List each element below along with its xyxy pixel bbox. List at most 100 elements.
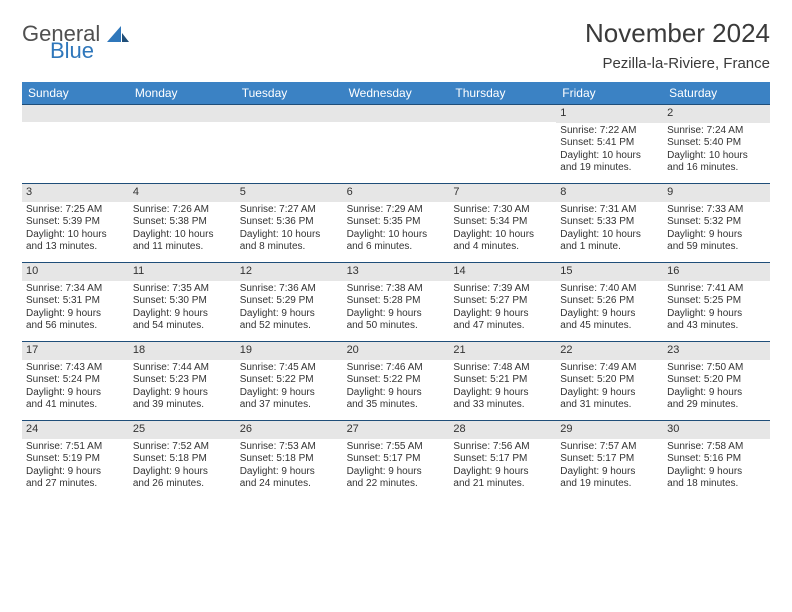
day-body: Sunrise: 7:34 AMSunset: 5:31 PMDaylight:… <box>22 281 129 337</box>
day-text-line: Sunset: 5:18 PM <box>133 453 232 466</box>
day-body: Sunrise: 7:56 AMSunset: 5:17 PMDaylight:… <box>449 439 556 495</box>
day-body: Sunrise: 7:49 AMSunset: 5:20 PMDaylight:… <box>556 360 663 416</box>
day-cell: 5Sunrise: 7:27 AMSunset: 5:36 PMDaylight… <box>236 184 343 262</box>
day-text-line: and 43 minutes. <box>667 320 766 333</box>
day-text-line: Sunrise: 7:39 AM <box>453 283 552 296</box>
day-number: 9 <box>663 184 770 202</box>
week-row: 10Sunrise: 7:34 AMSunset: 5:31 PMDayligh… <box>22 262 770 341</box>
day-number: 1 <box>556 105 663 123</box>
day-text-line: Sunset: 5:25 PM <box>667 295 766 308</box>
day-text-line: Daylight: 9 hours <box>453 387 552 400</box>
day-number: 14 <box>449 263 556 281</box>
day-text-line: Sunrise: 7:27 AM <box>240 204 339 217</box>
day-text-line: and 13 minutes. <box>26 241 125 254</box>
day-text-line: Sunrise: 7:40 AM <box>560 283 659 296</box>
week-row: 3Sunrise: 7:25 AMSunset: 5:39 PMDaylight… <box>22 183 770 262</box>
day-text-line: and 4 minutes. <box>453 241 552 254</box>
day-text-line: Sunset: 5:20 PM <box>667 374 766 387</box>
day-text-line: Sunrise: 7:34 AM <box>26 283 125 296</box>
day-text-line: Daylight: 9 hours <box>133 466 232 479</box>
day-number: 4 <box>129 184 236 202</box>
day-number: 18 <box>129 342 236 360</box>
day-number: 11 <box>129 263 236 281</box>
day-text-line: Daylight: 9 hours <box>667 466 766 479</box>
day-text-line: Sunrise: 7:41 AM <box>667 283 766 296</box>
day-cell: 15Sunrise: 7:40 AMSunset: 5:26 PMDayligh… <box>556 263 663 341</box>
day-body: Sunrise: 7:27 AMSunset: 5:36 PMDaylight:… <box>236 202 343 258</box>
dow-cell: Wednesday <box>343 82 450 104</box>
day-text-line: Daylight: 9 hours <box>240 308 339 321</box>
day-number: 25 <box>129 421 236 439</box>
day-text-line: Sunset: 5:19 PM <box>26 453 125 466</box>
day-number <box>449 105 556 122</box>
day-text-line: Sunrise: 7:33 AM <box>667 204 766 217</box>
day-text-line: Sunrise: 7:29 AM <box>347 204 446 217</box>
day-text-line: Sunset: 5:40 PM <box>667 137 766 150</box>
day-text-line: Sunrise: 7:26 AM <box>133 204 232 217</box>
day-number: 15 <box>556 263 663 281</box>
day-text-line: Sunset: 5:22 PM <box>240 374 339 387</box>
day-cell <box>129 105 236 183</box>
day-text-line: and 39 minutes. <box>133 399 232 412</box>
day-body: Sunrise: 7:24 AMSunset: 5:40 PMDaylight:… <box>663 123 770 179</box>
day-text-line: Sunset: 5:22 PM <box>347 374 446 387</box>
day-text-line: Daylight: 9 hours <box>560 387 659 400</box>
day-cell: 8Sunrise: 7:31 AMSunset: 5:33 PMDaylight… <box>556 184 663 262</box>
location-label: Pezilla-la-Riviere, France <box>585 55 770 72</box>
day-cell: 23Sunrise: 7:50 AMSunset: 5:20 PMDayligh… <box>663 342 770 420</box>
day-body: Sunrise: 7:50 AMSunset: 5:20 PMDaylight:… <box>663 360 770 416</box>
day-cell: 18Sunrise: 7:44 AMSunset: 5:23 PMDayligh… <box>129 342 236 420</box>
day-number: 10 <box>22 263 129 281</box>
day-body: Sunrise: 7:39 AMSunset: 5:27 PMDaylight:… <box>449 281 556 337</box>
day-cell: 25Sunrise: 7:52 AMSunset: 5:18 PMDayligh… <box>129 421 236 499</box>
day-text-line: Sunrise: 7:51 AM <box>26 441 125 454</box>
day-text-line: Daylight: 9 hours <box>560 308 659 321</box>
day-text-line: Daylight: 9 hours <box>26 387 125 400</box>
day-text-line: Sunset: 5:38 PM <box>133 216 232 229</box>
day-cell <box>236 105 343 183</box>
day-text-line: Daylight: 9 hours <box>667 229 766 242</box>
day-body: Sunrise: 7:46 AMSunset: 5:22 PMDaylight:… <box>343 360 450 416</box>
day-text-line: Sunrise: 7:22 AM <box>560 125 659 138</box>
day-text-line: and 52 minutes. <box>240 320 339 333</box>
day-text-line: Sunrise: 7:53 AM <box>240 441 339 454</box>
day-text-line: Sunrise: 7:31 AM <box>560 204 659 217</box>
day-text-line: Sunrise: 7:36 AM <box>240 283 339 296</box>
day-text-line: Daylight: 9 hours <box>133 387 232 400</box>
day-number: 20 <box>343 342 450 360</box>
day-text-line: Sunrise: 7:43 AM <box>26 362 125 375</box>
day-body: Sunrise: 7:26 AMSunset: 5:38 PMDaylight:… <box>129 202 236 258</box>
day-text-line: Sunset: 5:17 PM <box>347 453 446 466</box>
dow-cell: Tuesday <box>236 82 343 104</box>
day-cell: 22Sunrise: 7:49 AMSunset: 5:20 PMDayligh… <box>556 342 663 420</box>
day-number <box>22 105 129 122</box>
day-body: Sunrise: 7:45 AMSunset: 5:22 PMDaylight:… <box>236 360 343 416</box>
day-text-line: and 35 minutes. <box>347 399 446 412</box>
day-number: 7 <box>449 184 556 202</box>
day-text-line: Sunset: 5:27 PM <box>453 295 552 308</box>
day-text-line: and 22 minutes. <box>347 478 446 491</box>
day-text-line: Sunset: 5:21 PM <box>453 374 552 387</box>
day-cell: 27Sunrise: 7:55 AMSunset: 5:17 PMDayligh… <box>343 421 450 499</box>
day-text-line: Sunset: 5:31 PM <box>26 295 125 308</box>
day-body: Sunrise: 7:55 AMSunset: 5:17 PMDaylight:… <box>343 439 450 495</box>
day-number: 12 <box>236 263 343 281</box>
day-text-line: Sunrise: 7:45 AM <box>240 362 339 375</box>
day-body: Sunrise: 7:44 AMSunset: 5:23 PMDaylight:… <box>129 360 236 416</box>
day-text-line: Daylight: 10 hours <box>453 229 552 242</box>
day-number: 24 <box>22 421 129 439</box>
day-cell: 1Sunrise: 7:22 AMSunset: 5:41 PMDaylight… <box>556 105 663 183</box>
day-text-line: and 1 minute. <box>560 241 659 254</box>
day-number <box>129 105 236 122</box>
day-number: 23 <box>663 342 770 360</box>
day-text-line: Daylight: 10 hours <box>347 229 446 242</box>
day-number: 26 <box>236 421 343 439</box>
day-number: 17 <box>22 342 129 360</box>
day-cell: 10Sunrise: 7:34 AMSunset: 5:31 PMDayligh… <box>22 263 129 341</box>
day-body: Sunrise: 7:52 AMSunset: 5:18 PMDaylight:… <box>129 439 236 495</box>
day-text-line: Daylight: 9 hours <box>26 466 125 479</box>
dow-cell: Saturday <box>663 82 770 104</box>
day-text-line: Sunset: 5:17 PM <box>453 453 552 466</box>
day-body: Sunrise: 7:29 AMSunset: 5:35 PMDaylight:… <box>343 202 450 258</box>
calendar: SundayMondayTuesdayWednesdayThursdayFrid… <box>22 82 770 499</box>
